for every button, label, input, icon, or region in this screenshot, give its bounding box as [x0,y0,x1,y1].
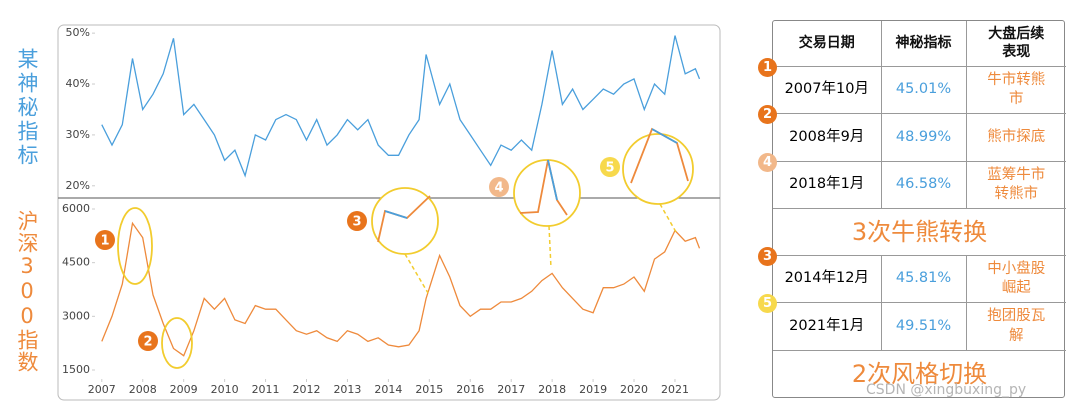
badge [600,157,620,177]
x-tick-label: 2011 [252,383,280,396]
badge [347,211,367,231]
date-text: 2007年10月 [784,81,869,98]
x-tick-label: 2007 [88,383,116,396]
badge-label: 4 [494,181,503,196]
date-cell: 3 2014年12月 [758,246,882,304]
indicator-cell: 49.51% [880,302,967,351]
outcome-cell: 中小盘股崛起 [965,254,1066,304]
outcome-cell: 抱团股瓦解 [965,302,1066,351]
x-tick-label: 2016 [456,383,484,396]
x-tick-label: 2019 [579,383,607,396]
header-row: 交易日期 神秘指标 大盘后续表现 [773,21,1066,67]
indicator-cell: 45.01% [880,65,967,115]
x-tick-label: 2020 [620,383,648,396]
row-badge: 5 [758,294,777,314]
outcome-cell: 牛市转熊市 [965,65,1066,115]
table: 交易日期 神秘指标 大盘后续表现 1 2007年10月 45.01% 牛市转熊市 2 20… [758,21,1066,397]
panel-border [57,24,721,401]
badge [95,230,115,250]
y-tick-label: 20% [66,179,90,192]
date-cell: 1 2007年10月 [758,57,882,115]
x-tick-label: 2018 [538,383,566,396]
y-tick-label: 4500 [62,256,90,269]
zoom-leader [548,225,552,269]
badges: 1 2 3 4 5 [95,157,620,351]
header-cell: 交易日期 [773,21,882,67]
summary-cell: 3次牛熊转换 [773,208,1066,256]
row-badge: 3 [758,246,777,266]
date-cell: 5 2021年1月 [758,294,882,351]
zoom-leader [404,253,429,294]
y-tick-label: 30% [66,128,90,141]
x-tick-label: 2014 [374,383,402,396]
badge [489,177,509,197]
date-text: 2014年12月 [784,270,869,287]
zoom-line [651,128,678,144]
date-text: 2018年1月 [789,176,865,193]
table-row: 4 2018年1月 46.58% 蓝筹牛市转熊市 [758,152,1066,210]
x-tick-label: 2021 [661,383,689,396]
indicator-cell: 46.58% [880,160,967,210]
zoom-line [547,159,558,201]
zoom-line [384,210,408,219]
x-tick-label: 2013 [333,383,361,396]
y-axis-label: 沪深300指数 [15,210,39,373]
y-tick-label: 3000 [62,309,90,322]
table-body: 交易日期 神秘指标 大盘后续表现 1 2007年10月 45.01% 牛市转熊市 2 20… [758,21,1066,397]
row-badge: 4 [758,152,777,172]
watermark: CSDN @xingbuxing_py [866,382,1027,398]
y-tick-label: 50% [66,26,90,39]
date-cell: 4 2018年1月 [758,152,882,210]
badge-label: 3 [352,215,361,230]
series-line [101,221,701,357]
badge-label: 2 [143,335,152,350]
table-row: 1 2007年10月 45.01% 牛市转熊市 [758,57,1066,115]
date-text: 2008年9月 [789,128,865,145]
row-badge: 1 [758,57,777,77]
x-tick-label: 2012 [293,383,321,396]
x-tick-label: 2009 [170,383,198,396]
outcome-cell: 熊市探底 [965,113,1066,162]
date-cell: 2 2008年9月 [758,105,882,162]
x-tick-label: 2015 [415,383,443,396]
indicator-cell: 45.81% [880,254,967,304]
x-tick-label: 2008 [129,383,157,396]
summary-row: 2次风格切换 [773,349,1066,397]
date-text: 2021年1月 [789,317,865,334]
y-tick-label: 40% [66,77,90,90]
header-cell: 大盘后续表现 [965,21,1066,67]
series-line [101,35,701,178]
table-row: 2 2008年9月 48.99% 熊市探底 [758,105,1066,162]
table-row: 5 2021年1月 49.51% 抱团股瓦解 [758,294,1066,351]
chart-area: 1 2 3 4 5 20% 30% 40% 50% 1500 3000 4500 6000 20… [57,24,721,401]
header-cell: 神秘指标 [880,21,967,67]
y-tick-label: 1500 [62,363,90,376]
outcome-cell: 蓝筹牛市转熊市 [965,160,1066,210]
x-tick-label: 2010 [211,383,239,396]
zoom-leader [659,203,677,233]
y-axis-label: 某神秘指标 [15,48,39,168]
badge [138,331,158,351]
y-tick-label: 6000 [62,202,90,215]
x-tick-label: 2017 [497,383,525,396]
zoom-callouts [117,127,694,369]
indicator-cell: 48.99% [880,113,967,162]
badge-label: 1 [100,234,109,249]
series-layer [101,35,701,357]
summary-cell: 2次风格切换 [773,349,1066,397]
summary-row: 3次牛熊转换 [773,208,1066,256]
row-badge: 2 [758,105,777,125]
zoom-circle [622,133,694,205]
zoom-circle [117,207,153,285]
table-row: 3 2014年12月 45.81% 中小盘股崛起 [758,246,1066,304]
badge-label: 5 [605,161,614,176]
zoom-circle [161,317,193,369]
summary-table: 交易日期 神秘指标 大盘后续表现 1 2007年10月 45.01% 牛市转熊市 2 20… [758,20,1066,398]
